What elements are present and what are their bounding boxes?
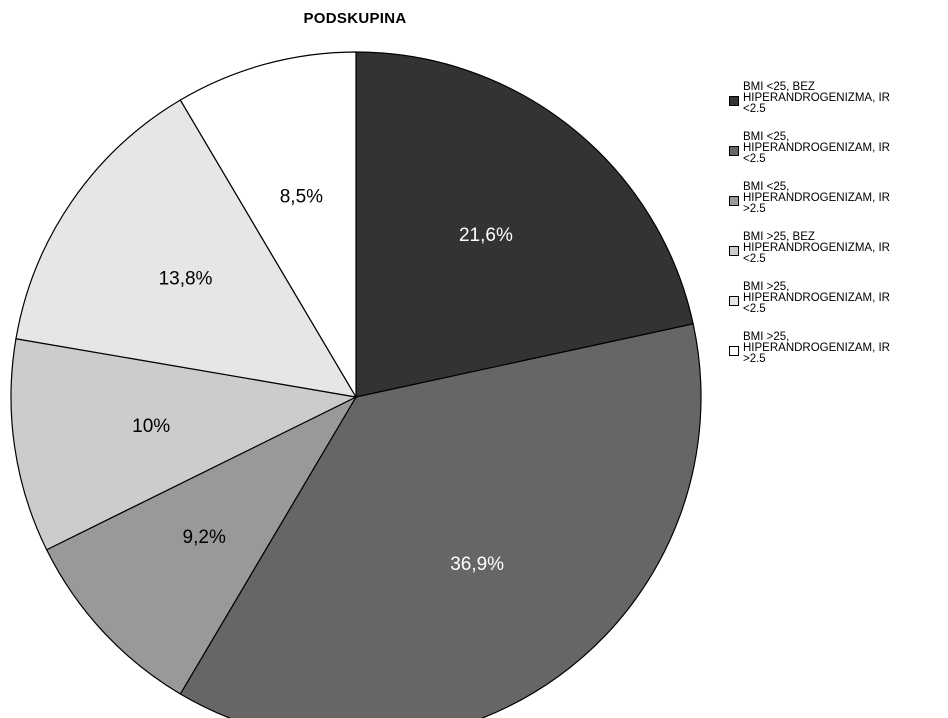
legend-swatch-2 xyxy=(729,196,739,206)
legend-item-4: BMI >25, HIPERANDROGENIZAM, IR <2.5 xyxy=(729,281,944,332)
pie-slice-2 xyxy=(45,395,358,695)
legend-swatch-1 xyxy=(729,146,739,156)
legend-label-5: BMI >25, HIPERANDROGENIZAM, IR >2.5 xyxy=(743,331,890,365)
pie-slice-1 xyxy=(179,323,702,718)
slice-value-label-2: 9,2% xyxy=(183,527,226,548)
legend: BMI <25, BEZ HIPERANDROGENIZMA, IR <2.5 B… xyxy=(729,81,944,382)
legend-label-4: BMI >25, HIPERANDROGENIZAM, IR <2.5 xyxy=(743,281,890,315)
pie-slice-5 xyxy=(179,51,357,400)
slice-value-label-5: 8,5% xyxy=(280,186,323,207)
legend-swatch-5 xyxy=(729,346,739,356)
legend-label-3: BMI >25, BEZ HIPERANDROGENIZMA, IR <2.5 xyxy=(743,231,890,265)
slice-value-label-1: 36,9% xyxy=(450,554,504,575)
slice-value-label-3: 10% xyxy=(132,416,170,437)
legend-label-2: BMI <25, HIPERANDROGENIZAM, IR >2.5 xyxy=(743,181,890,215)
legend-swatch-4 xyxy=(729,296,739,306)
legend-label-0: BMI <25, BEZ HIPERANDROGENIZMA, IR <2.5 xyxy=(743,81,890,115)
pie-slice-3 xyxy=(10,338,358,551)
pie-slice-4 xyxy=(15,99,358,398)
slice-value-label-4: 13,8% xyxy=(159,269,213,290)
legend-item-5: BMI >25, HIPERANDROGENIZAM, IR >2.5 xyxy=(729,331,944,382)
legend-item-3: BMI >25, BEZ HIPERANDROGENIZMA, IR <2.5 xyxy=(729,231,944,282)
legend-item-0: BMI <25, BEZ HIPERANDROGENIZMA, IR <2.5 xyxy=(729,81,944,132)
chart-title: PODSKUPINA xyxy=(303,10,407,27)
legend-label-1: BMI <25, HIPERANDROGENIZAM, IR <2.5 xyxy=(743,131,890,165)
legend-swatch-0 xyxy=(729,96,739,106)
legend-swatch-3 xyxy=(729,246,739,256)
pie-chart: 21,6% 36,9% 9,2% 10% 13,8% 8,5% xyxy=(10,51,702,718)
legend-item-2: BMI <25, HIPERANDROGENIZAM, IR >2.5 xyxy=(729,181,944,232)
legend-item-1: BMI <25, HIPERANDROGENIZAM, IR <2.5 xyxy=(729,131,944,182)
slice-value-label-0: 21,6% xyxy=(459,225,513,246)
pie-slice-0 xyxy=(355,51,694,398)
